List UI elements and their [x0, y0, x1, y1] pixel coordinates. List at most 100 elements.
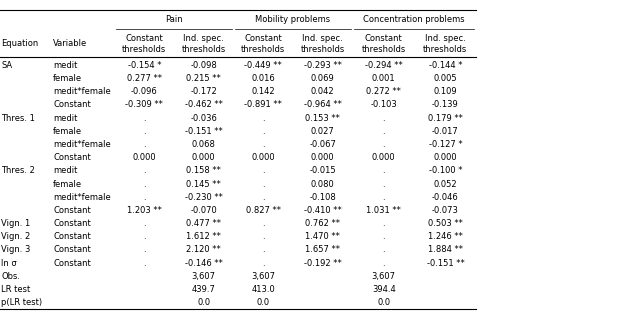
- Text: Vign. 1: Vign. 1: [1, 219, 31, 228]
- Text: -0.127 *: -0.127 *: [429, 140, 462, 149]
- Text: female: female: [53, 74, 83, 83]
- Text: -0.192 **: -0.192 **: [304, 259, 342, 268]
- Text: -0.230 **: -0.230 **: [185, 193, 223, 202]
- Text: 0.179 **: 0.179 **: [428, 114, 463, 123]
- Text: 0.027: 0.027: [311, 127, 334, 136]
- Text: Constant
thresholds: Constant thresholds: [122, 34, 167, 54]
- Text: Constant: Constant: [53, 153, 91, 162]
- Text: .: .: [262, 232, 265, 241]
- Text: .: .: [262, 259, 265, 268]
- Text: 0.016: 0.016: [252, 74, 275, 83]
- Text: .: .: [382, 127, 385, 136]
- Text: -0.108: -0.108: [309, 193, 336, 202]
- Text: .: .: [382, 232, 385, 241]
- Text: 0.153 **: 0.153 **: [305, 114, 340, 123]
- Text: 0.158 **: 0.158 **: [187, 166, 221, 175]
- Text: 439.7: 439.7: [192, 285, 216, 294]
- Text: 0.762 **: 0.762 **: [305, 219, 340, 228]
- Text: -0.891 **: -0.891 **: [244, 100, 282, 109]
- Text: Obs.: Obs.: [1, 272, 20, 281]
- Text: -0.098: -0.098: [190, 61, 217, 70]
- Text: Concentration problems: Concentration problems: [363, 15, 465, 24]
- Text: -0.073: -0.073: [432, 206, 459, 215]
- Text: 0.142: 0.142: [252, 87, 275, 96]
- Text: .: .: [382, 140, 385, 149]
- Text: .: .: [143, 245, 146, 254]
- Text: Thres. 2: Thres. 2: [1, 166, 35, 175]
- Text: Vign. 2: Vign. 2: [1, 232, 31, 241]
- Text: .: .: [143, 180, 146, 189]
- Text: 0.109: 0.109: [434, 87, 457, 96]
- Text: .: .: [382, 193, 385, 202]
- Text: 0.477 **: 0.477 **: [187, 219, 221, 228]
- Text: 3,607: 3,607: [251, 272, 275, 281]
- Text: 3,607: 3,607: [372, 272, 396, 281]
- Text: -0.070: -0.070: [190, 206, 217, 215]
- Text: .: .: [262, 127, 265, 136]
- Text: 0.068: 0.068: [192, 140, 216, 149]
- Text: 0.042: 0.042: [311, 87, 334, 96]
- Text: .: .: [143, 193, 146, 202]
- Text: -0.139: -0.139: [432, 100, 459, 109]
- Text: 0.052: 0.052: [434, 180, 457, 189]
- Text: Variable: Variable: [53, 39, 88, 48]
- Text: medit*female: medit*female: [53, 193, 111, 202]
- Text: -0.096: -0.096: [131, 87, 158, 96]
- Text: .: .: [382, 219, 385, 228]
- Text: 0.0: 0.0: [257, 298, 270, 307]
- Text: female: female: [53, 180, 83, 189]
- Text: -0.015: -0.015: [309, 166, 336, 175]
- Text: 0.0: 0.0: [377, 298, 390, 307]
- Text: 0.827 **: 0.827 **: [246, 206, 280, 215]
- Text: 0.000: 0.000: [133, 153, 156, 162]
- Text: -0.103: -0.103: [371, 100, 397, 109]
- Text: .: .: [143, 219, 146, 228]
- Text: -0.172: -0.172: [190, 87, 217, 96]
- Text: .: .: [143, 166, 146, 175]
- Text: 0.145 **: 0.145 **: [187, 180, 221, 189]
- Text: -0.151 **: -0.151 **: [426, 259, 464, 268]
- Text: 1.657 **: 1.657 **: [305, 245, 340, 254]
- Text: Vign. 3: Vign. 3: [1, 245, 31, 254]
- Text: -0.017: -0.017: [432, 127, 459, 136]
- Text: 1.031 **: 1.031 **: [366, 206, 401, 215]
- Text: Constant
thresholds: Constant thresholds: [241, 34, 285, 54]
- Text: -0.067: -0.067: [309, 140, 336, 149]
- Text: .: .: [143, 259, 146, 268]
- Text: 1.612 **: 1.612 **: [187, 232, 221, 241]
- Text: .: .: [382, 166, 385, 175]
- Text: Mobility problems: Mobility problems: [255, 15, 331, 24]
- Text: Ind. spec.
thresholds: Ind. spec. thresholds: [182, 34, 226, 54]
- Text: Constant: Constant: [53, 245, 91, 254]
- Text: 1.246 **: 1.246 **: [428, 232, 463, 241]
- Text: -0.449 **: -0.449 **: [244, 61, 282, 70]
- Text: 1.884 **: 1.884 **: [428, 245, 463, 254]
- Text: .: .: [262, 219, 265, 228]
- Text: medit: medit: [53, 166, 78, 175]
- Text: Pain: Pain: [165, 15, 183, 24]
- Text: 1.470 **: 1.470 **: [305, 232, 340, 241]
- Text: 0.080: 0.080: [311, 180, 334, 189]
- Text: medit: medit: [53, 61, 78, 70]
- Text: Thres. 1: Thres. 1: [1, 114, 35, 123]
- Text: -0.462 **: -0.462 **: [185, 100, 223, 109]
- Text: .: .: [262, 180, 265, 189]
- Text: Equation: Equation: [1, 39, 39, 48]
- Text: Constant: Constant: [53, 206, 91, 215]
- Text: .: .: [382, 245, 385, 254]
- Text: -0.294 **: -0.294 **: [365, 61, 403, 70]
- Text: 0.000: 0.000: [434, 153, 457, 162]
- Text: -0.144 *: -0.144 *: [429, 61, 462, 70]
- Text: Constant: Constant: [53, 259, 91, 268]
- Text: 413.0: 413.0: [252, 285, 275, 294]
- Text: 0.215 **: 0.215 **: [187, 74, 221, 83]
- Text: .: .: [262, 114, 265, 123]
- Text: 0.069: 0.069: [311, 74, 334, 83]
- Text: .: .: [143, 114, 146, 123]
- Text: .: .: [382, 114, 385, 123]
- Text: 0.272 **: 0.272 **: [366, 87, 401, 96]
- Text: 394.4: 394.4: [372, 285, 396, 294]
- Text: 0.000: 0.000: [252, 153, 275, 162]
- Text: medit*female: medit*female: [53, 140, 111, 149]
- Text: medit: medit: [53, 114, 78, 123]
